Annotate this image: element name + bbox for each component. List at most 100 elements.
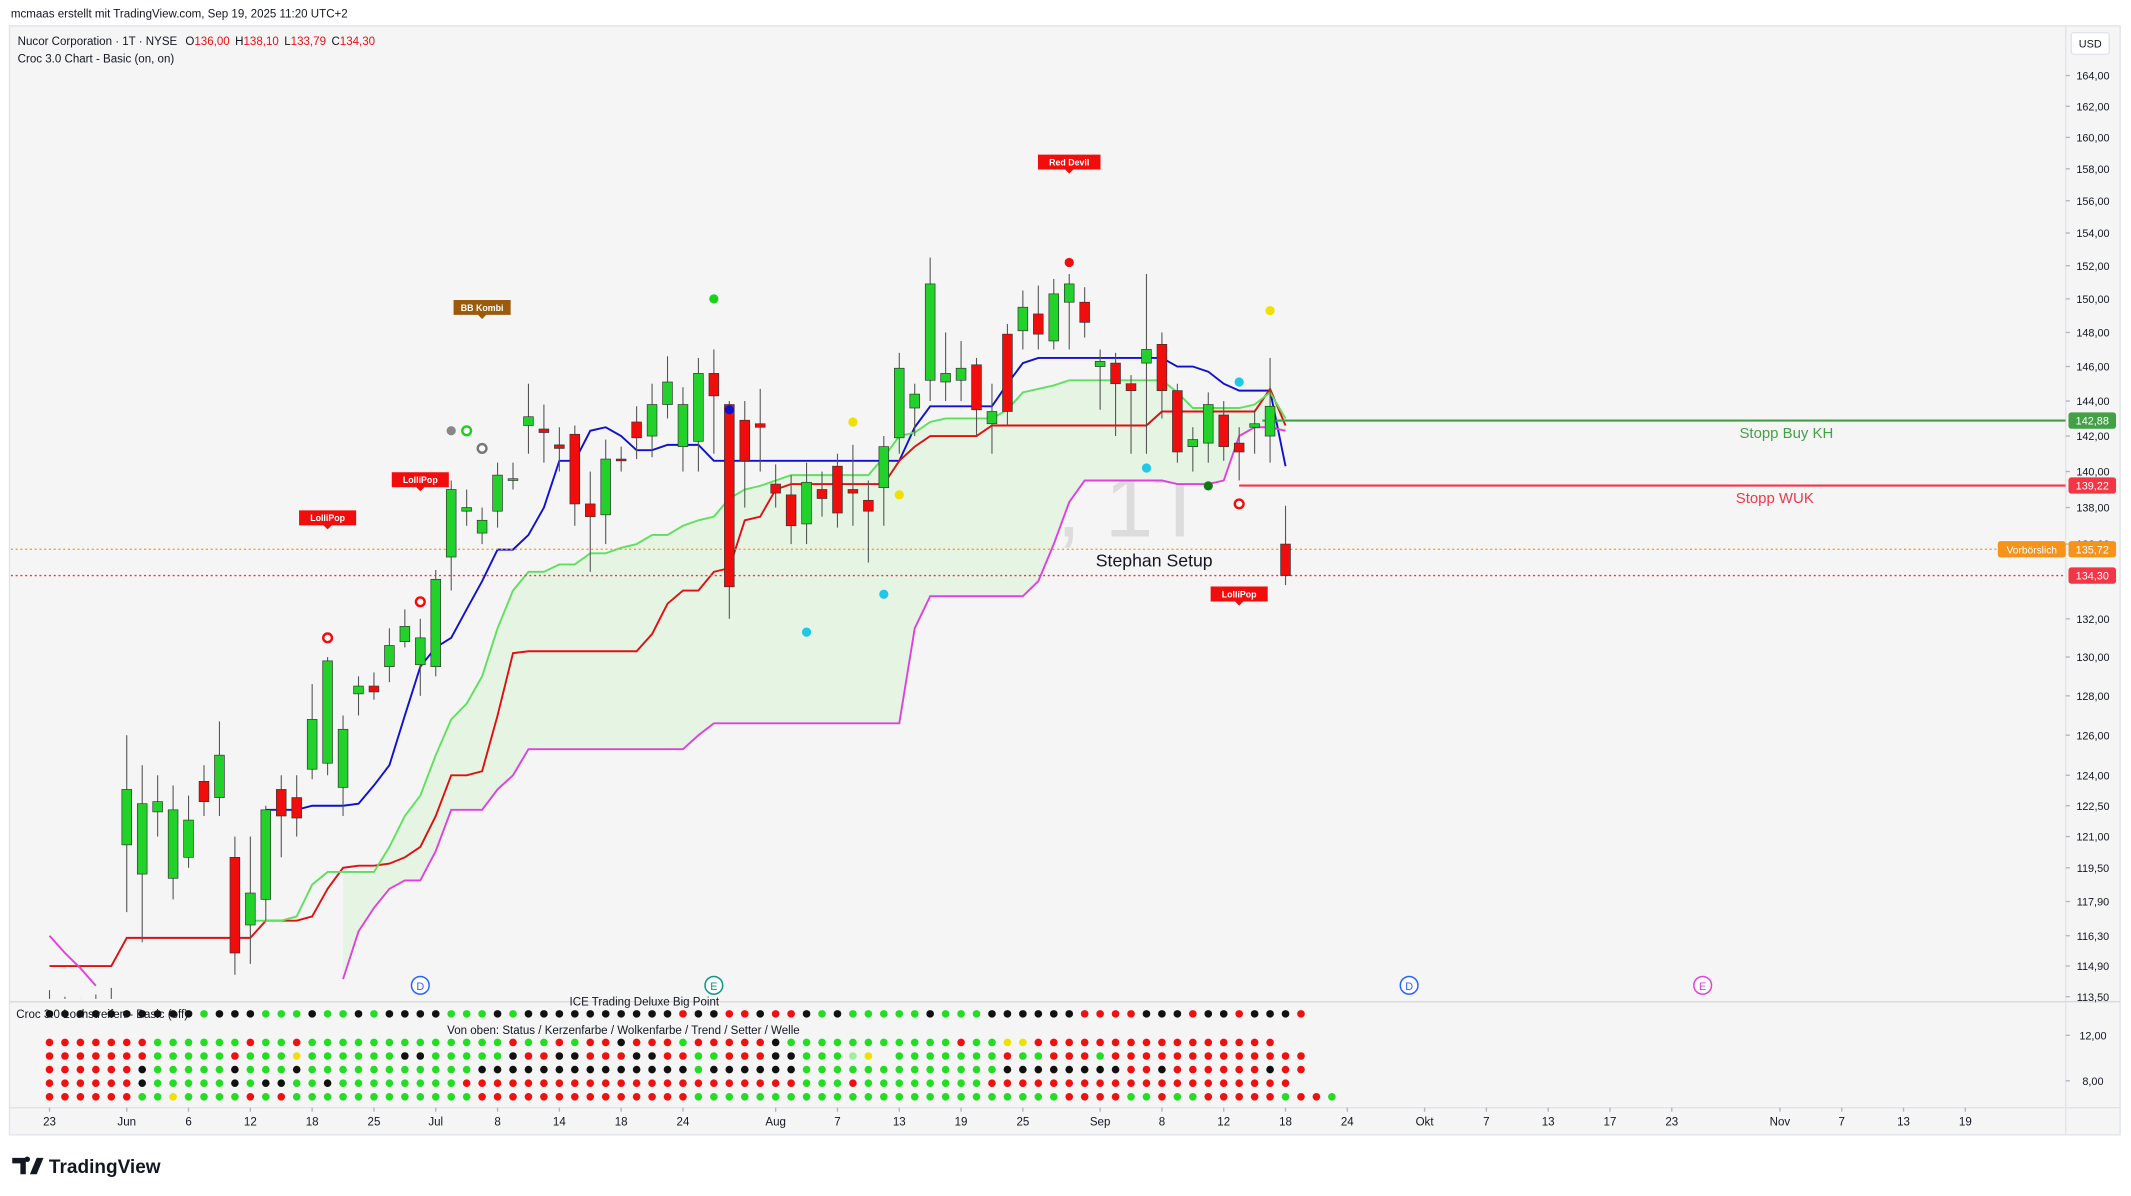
candle-body xyxy=(1141,349,1152,364)
status-dot xyxy=(308,1065,316,1074)
status-dot xyxy=(1049,1079,1058,1087)
status-dot xyxy=(277,1092,286,1101)
y-tick-label: 154,00 xyxy=(2076,228,2109,240)
status-dot xyxy=(941,1065,950,1074)
status-dot xyxy=(261,1052,270,1060)
event-label[interactable]: D xyxy=(1405,981,1413,993)
event-label[interactable]: D xyxy=(416,981,424,993)
status-dot xyxy=(215,1052,224,1060)
event-icon[interactable] xyxy=(1399,975,1419,995)
event-icon[interactable] xyxy=(410,975,430,995)
status-dot xyxy=(926,1065,934,1074)
status-dot xyxy=(323,1092,332,1101)
status-dot xyxy=(246,1010,255,1018)
currency-box[interactable] xyxy=(2070,31,2110,56)
status-dot xyxy=(107,1010,116,1018)
status-dot xyxy=(710,1079,718,1087)
x-tick-label: 8 xyxy=(1159,1116,1165,1128)
x-tick-label: 13 xyxy=(1542,1116,1555,1128)
status-dot xyxy=(61,1092,69,1101)
status-dot xyxy=(323,1010,332,1018)
event-label[interactable]: E xyxy=(1699,981,1706,993)
event-icon[interactable] xyxy=(1693,975,1713,995)
annotation-label: LolliPop xyxy=(1222,589,1257,599)
candle-body xyxy=(306,719,318,770)
x-tick-label: Sep xyxy=(1090,1116,1111,1128)
status-dot xyxy=(323,1038,332,1047)
status-dot xyxy=(1111,1010,1120,1018)
status-dot xyxy=(231,1052,239,1060)
footer-brand[interactable]: TradingView xyxy=(49,1157,161,1178)
candle-body xyxy=(770,483,781,494)
status-dot xyxy=(694,1079,703,1087)
status-dot xyxy=(184,1052,193,1060)
status-dot xyxy=(1235,1092,1243,1101)
event-label[interactable]: E xyxy=(710,981,717,993)
status-dot xyxy=(1019,1065,1027,1074)
status-dot xyxy=(370,1052,378,1060)
status-dot xyxy=(895,1065,904,1074)
status-dot xyxy=(76,1079,85,1087)
status-dot xyxy=(771,1038,780,1047)
status-dot xyxy=(401,1079,409,1087)
candle-body xyxy=(384,645,395,668)
status-dot xyxy=(61,1038,69,1047)
footer-logo[interactable]: TradingView xyxy=(12,1156,161,1178)
status-dot xyxy=(1312,1092,1321,1101)
level-tag-box xyxy=(1997,541,2066,558)
status-dot xyxy=(200,1092,208,1101)
signal-marker xyxy=(1234,377,1244,387)
status-dot xyxy=(1080,1010,1089,1018)
status-dot xyxy=(540,1038,548,1047)
status-dot xyxy=(1096,1079,1104,1087)
candle-body xyxy=(229,857,241,954)
status-dot xyxy=(462,1038,471,1047)
status-dot xyxy=(880,1010,888,1018)
candle-body xyxy=(1172,390,1183,453)
status-dot xyxy=(1003,1010,1012,1018)
status-dot xyxy=(988,1092,996,1101)
x-tick-label: 13 xyxy=(1897,1116,1910,1128)
status-dot xyxy=(61,1065,69,1074)
indicator-line xyxy=(49,386,1287,967)
status-dot xyxy=(292,1065,301,1074)
status-dot xyxy=(169,1052,177,1060)
status-dot xyxy=(1111,1038,1120,1047)
logo-icon[interactable] xyxy=(12,1156,44,1175)
status-dot xyxy=(509,1092,517,1101)
status-dot xyxy=(1096,1038,1104,1047)
currency[interactable]: USD xyxy=(2079,39,2102,51)
status-dot xyxy=(586,1052,595,1060)
status-dot xyxy=(509,1052,517,1060)
status-dot xyxy=(1189,1010,1197,1018)
event-icon[interactable] xyxy=(704,975,724,995)
y-tick-label: 152,00 xyxy=(2076,261,2109,273)
status-dot xyxy=(1065,1052,1074,1060)
status-dot xyxy=(200,1052,208,1060)
header: mcmaas erstellt mit TradingView.com, Sep… xyxy=(11,9,348,21)
status-dot xyxy=(740,1065,749,1074)
status-dot xyxy=(1173,1079,1182,1087)
status-dot xyxy=(76,1092,85,1101)
price-label-box xyxy=(2068,477,2117,494)
status-dot xyxy=(864,1038,873,1047)
status-dot xyxy=(1142,1065,1151,1074)
status-dot xyxy=(92,1092,100,1101)
status-dot xyxy=(1266,1092,1274,1101)
status-dot xyxy=(462,1079,471,1087)
status-dot xyxy=(431,1052,440,1060)
status-dot xyxy=(1250,1079,1259,1087)
status-dot xyxy=(1034,1092,1043,1101)
status-dot xyxy=(107,1092,116,1101)
status-dot xyxy=(787,1038,795,1047)
x-tick-label: 18 xyxy=(1279,1116,1292,1128)
status-dot xyxy=(339,1079,347,1087)
status-dot xyxy=(1142,1092,1151,1101)
status-dot xyxy=(679,1079,687,1087)
candle-body xyxy=(260,809,272,900)
status-dot xyxy=(107,1079,116,1087)
status-dot xyxy=(1250,1092,1259,1101)
status-dot xyxy=(1219,1038,1228,1047)
x-tick-label: 23 xyxy=(43,1116,56,1128)
